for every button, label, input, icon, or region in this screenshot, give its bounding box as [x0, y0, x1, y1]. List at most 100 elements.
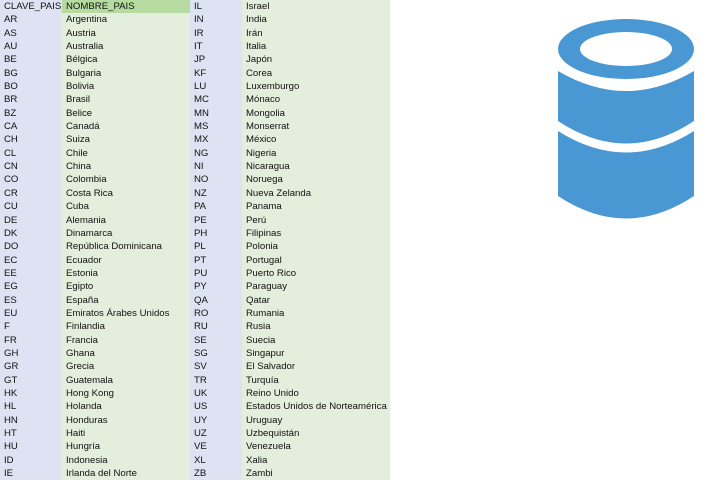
header-code-cell[interactable]: CLAVE_PAIS: [0, 0, 62, 14]
country-name-cell[interactable]: Bolivia: [62, 80, 190, 94]
country-code-cell[interactable]: TR: [190, 373, 242, 387]
country-code-cell[interactable]: GH: [0, 346, 62, 361]
country-name-cell[interactable]: Indonesia: [62, 453, 190, 468]
country-code-cell[interactable]: UK: [190, 386, 242, 401]
country-name-cell[interactable]: Finlandia: [62, 320, 190, 334]
country-code-cell[interactable]: F: [0, 320, 62, 334]
country-code-cell[interactable]: EG: [0, 280, 62, 294]
country-name-cell[interactable]: Hungría: [62, 440, 190, 454]
country-name-cell[interactable]: Emiratos Árabes Unidos: [62, 306, 190, 321]
country-code-cell[interactable]: VE: [190, 440, 242, 454]
country-name-cell[interactable]: Japón: [242, 53, 390, 67]
country-name-cell[interactable]: Filipinas: [242, 226, 390, 241]
country-name-cell[interactable]: Austria: [62, 26, 190, 41]
country-code-cell[interactable]: XL: [190, 453, 242, 468]
country-name-cell[interactable]: Israel: [242, 0, 390, 14]
country-code-cell[interactable]: ZB: [190, 467, 242, 481]
country-code-cell[interactable]: US: [190, 400, 242, 414]
country-name-cell[interactable]: Corea: [242, 66, 390, 81]
country-code-cell[interactable]: UZ: [190, 427, 242, 441]
country-name-cell[interactable]: Portugal: [242, 253, 390, 267]
country-name-cell[interactable]: Bélgica: [62, 53, 190, 67]
country-name-cell[interactable]: Argentina: [62, 13, 190, 27]
country-code-cell[interactable]: DE: [0, 213, 62, 227]
country-name-cell[interactable]: Chile: [62, 146, 190, 161]
country-name-cell[interactable]: Alemania: [62, 213, 190, 227]
country-name-cell[interactable]: Uzbequistán: [242, 427, 390, 441]
country-code-cell[interactable]: CR: [0, 186, 62, 201]
country-name-cell[interactable]: Zambi: [242, 467, 390, 481]
country-code-cell[interactable]: BO: [0, 80, 62, 94]
country-name-cell[interactable]: Irlanda del Norte: [62, 467, 190, 481]
country-name-cell[interactable]: República Dominicana: [62, 240, 190, 254]
country-name-cell[interactable]: Grecia: [62, 360, 190, 374]
country-code-cell[interactable]: ID: [0, 453, 62, 468]
country-name-cell[interactable]: Mongolia: [242, 106, 390, 121]
country-code-cell[interactable]: SV: [190, 360, 242, 374]
country-code-cell[interactable]: HT: [0, 427, 62, 441]
country-name-cell[interactable]: Luxemburgo: [242, 80, 390, 94]
country-name-cell[interactable]: Guatemala: [62, 373, 190, 387]
country-code-cell[interactable]: PU: [190, 266, 242, 281]
country-name-cell[interactable]: Polonia: [242, 240, 390, 254]
country-code-cell[interactable]: CH: [0, 133, 62, 147]
country-name-cell[interactable]: Belice: [62, 106, 190, 121]
country-code-cell[interactable]: PL: [190, 240, 242, 254]
country-name-cell[interactable]: Suiza: [62, 133, 190, 147]
country-name-cell[interactable]: Honduras: [62, 413, 190, 427]
country-name-cell[interactable]: Holanda: [62, 400, 190, 414]
country-code-cell[interactable]: EC: [0, 253, 62, 267]
country-code-cell[interactable]: IR: [190, 26, 242, 41]
country-code-cell[interactable]: MS: [190, 120, 242, 134]
country-name-cell[interactable]: El Salvador: [242, 360, 390, 374]
country-code-cell[interactable]: HL: [0, 400, 62, 414]
country-name-cell[interactable]: Turquía: [242, 373, 390, 387]
country-name-cell[interactable]: Estados Unidos de Norteamérica: [242, 400, 390, 414]
country-code-cell[interactable]: RO: [190, 306, 242, 321]
country-name-cell[interactable]: Estonia: [62, 266, 190, 281]
country-name-cell[interactable]: Qatar: [242, 293, 390, 307]
country-name-cell[interactable]: China: [62, 160, 190, 174]
country-code-cell[interactable]: EE: [0, 266, 62, 281]
country-code-cell[interactable]: PH: [190, 226, 242, 241]
country-name-cell[interactable]: Xalia: [242, 453, 390, 468]
country-code-cell[interactable]: NO: [190, 173, 242, 187]
country-code-cell[interactable]: HK: [0, 386, 62, 401]
country-code-cell[interactable]: IN: [190, 13, 242, 27]
country-code-cell[interactable]: RU: [190, 320, 242, 334]
country-name-cell[interactable]: Panama: [242, 200, 390, 214]
country-code-cell[interactable]: UY: [190, 413, 242, 427]
country-code-cell[interactable]: AU: [0, 40, 62, 54]
country-code-cell[interactable]: GT: [0, 373, 62, 387]
country-name-cell[interactable]: Suecia: [242, 333, 390, 347]
country-code-cell[interactable]: EU: [0, 306, 62, 321]
country-name-cell[interactable]: Singapur: [242, 346, 390, 361]
country-code-cell[interactable]: MC: [190, 93, 242, 107]
country-name-cell[interactable]: Mónaco: [242, 93, 390, 107]
country-code-cell[interactable]: MX: [190, 133, 242, 147]
country-code-cell[interactable]: QA: [190, 293, 242, 307]
country-name-cell[interactable]: México: [242, 133, 390, 147]
header-name-cell[interactable]: NOMBRE_PAIS: [62, 0, 190, 14]
country-code-cell[interactable]: NI: [190, 160, 242, 174]
country-name-cell[interactable]: Paraguay: [242, 280, 390, 294]
country-name-cell[interactable]: Australia: [62, 40, 190, 54]
country-name-cell[interactable]: Reino Unido: [242, 386, 390, 401]
country-code-cell[interactable]: NZ: [190, 186, 242, 201]
country-code-cell[interactable]: BG: [0, 66, 62, 81]
country-code-cell[interactable]: PY: [190, 280, 242, 294]
country-name-cell[interactable]: Colombia: [62, 173, 190, 187]
country-code-cell[interactable]: JP: [190, 53, 242, 67]
country-code-cell[interactable]: PT: [190, 253, 242, 267]
country-code-cell[interactable]: PA: [190, 200, 242, 214]
country-name-cell[interactable]: Perú: [242, 213, 390, 227]
country-name-cell[interactable]: India: [242, 13, 390, 27]
country-name-cell[interactable]: Noruega: [242, 173, 390, 187]
country-name-cell[interactable]: Nueva Zelanda: [242, 186, 390, 201]
country-code-cell[interactable]: SE: [190, 333, 242, 347]
country-code-cell[interactable]: HN: [0, 413, 62, 427]
country-code-cell[interactable]: AS: [0, 26, 62, 41]
country-code-cell[interactable]: IE: [0, 467, 62, 481]
country-code-cell[interactable]: CN: [0, 160, 62, 174]
country-name-cell[interactable]: Ecuador: [62, 253, 190, 267]
